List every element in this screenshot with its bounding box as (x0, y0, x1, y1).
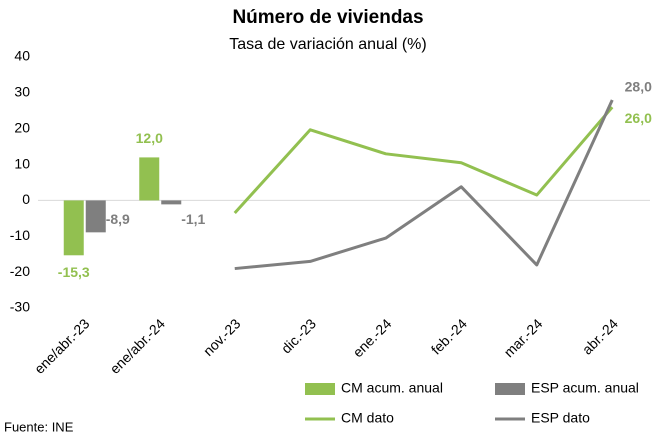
x-tick-label: dic.-23 (278, 315, 319, 356)
line (234, 99, 614, 271)
legend-swatch (495, 383, 525, 395)
x-tick-label: mar.-24 (501, 315, 546, 360)
data-label: -8,9 (106, 211, 130, 227)
x-tick-label: abr.-24 (579, 315, 621, 357)
legend-label: ESP dato (531, 410, 590, 426)
chart-subtitle: Tasa de variación anual (%) (229, 36, 426, 53)
x-tick-label: nov.-23 (200, 315, 244, 359)
y-tick-label: -30 (10, 299, 30, 315)
bar (85, 200, 106, 233)
y-tick-label: 0 (22, 191, 30, 207)
y-tick-label: 30 (14, 84, 30, 100)
line (233, 106, 614, 214)
bar (161, 200, 182, 205)
bar (63, 200, 84, 256)
chart-title: Número de viviendas (232, 7, 423, 28)
bar (139, 157, 160, 201)
data-label: 12,0 (136, 130, 163, 146)
x-tick-label: ene/abr.-23 (31, 315, 93, 377)
y-tick-label: 40 (14, 48, 30, 64)
source: Fuente: INE (4, 419, 74, 433)
legend-label: CM acum. anual (341, 380, 443, 396)
y-tick-label: 20 (14, 119, 30, 135)
x-tick-label: ene.-24 (350, 315, 395, 360)
y-tick-label: 10 (14, 155, 30, 171)
legend-swatch (305, 383, 335, 395)
x-tick-label: ene/abr.-24 (107, 315, 169, 377)
data-label: -1,1 (181, 211, 205, 227)
data-label: 28,0 (625, 79, 652, 95)
legend-label: CM dato (341, 410, 394, 426)
y-tick-label: -10 (10, 227, 30, 243)
data-label: 26,0 (625, 110, 652, 126)
legend-label: ESP acum. anual (531, 380, 639, 396)
y-tick-label: -20 (10, 263, 30, 279)
data-label: -15,3 (58, 264, 90, 280)
x-tick-label: feb.-24 (428, 315, 470, 357)
